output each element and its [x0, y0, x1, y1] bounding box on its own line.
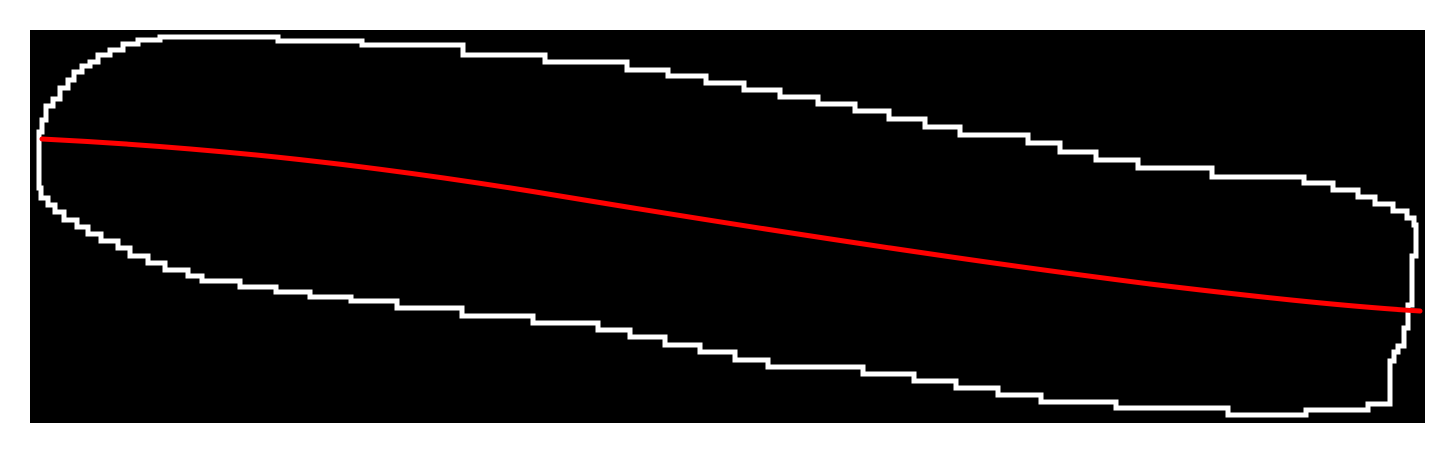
centerline-curve [39, 136, 1423, 314]
shape-outline [36, 34, 1419, 418]
black-panel [30, 30, 1425, 423]
